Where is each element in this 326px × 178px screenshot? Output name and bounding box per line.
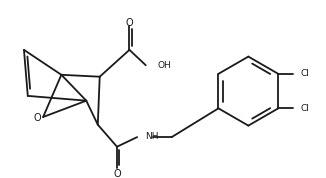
Text: NH: NH bbox=[145, 132, 158, 141]
Text: O: O bbox=[113, 169, 121, 178]
Text: OH: OH bbox=[157, 61, 171, 70]
Text: Cl: Cl bbox=[300, 104, 309, 113]
Text: O: O bbox=[34, 113, 41, 123]
Text: O: O bbox=[126, 18, 133, 28]
Text: Cl: Cl bbox=[300, 69, 309, 78]
